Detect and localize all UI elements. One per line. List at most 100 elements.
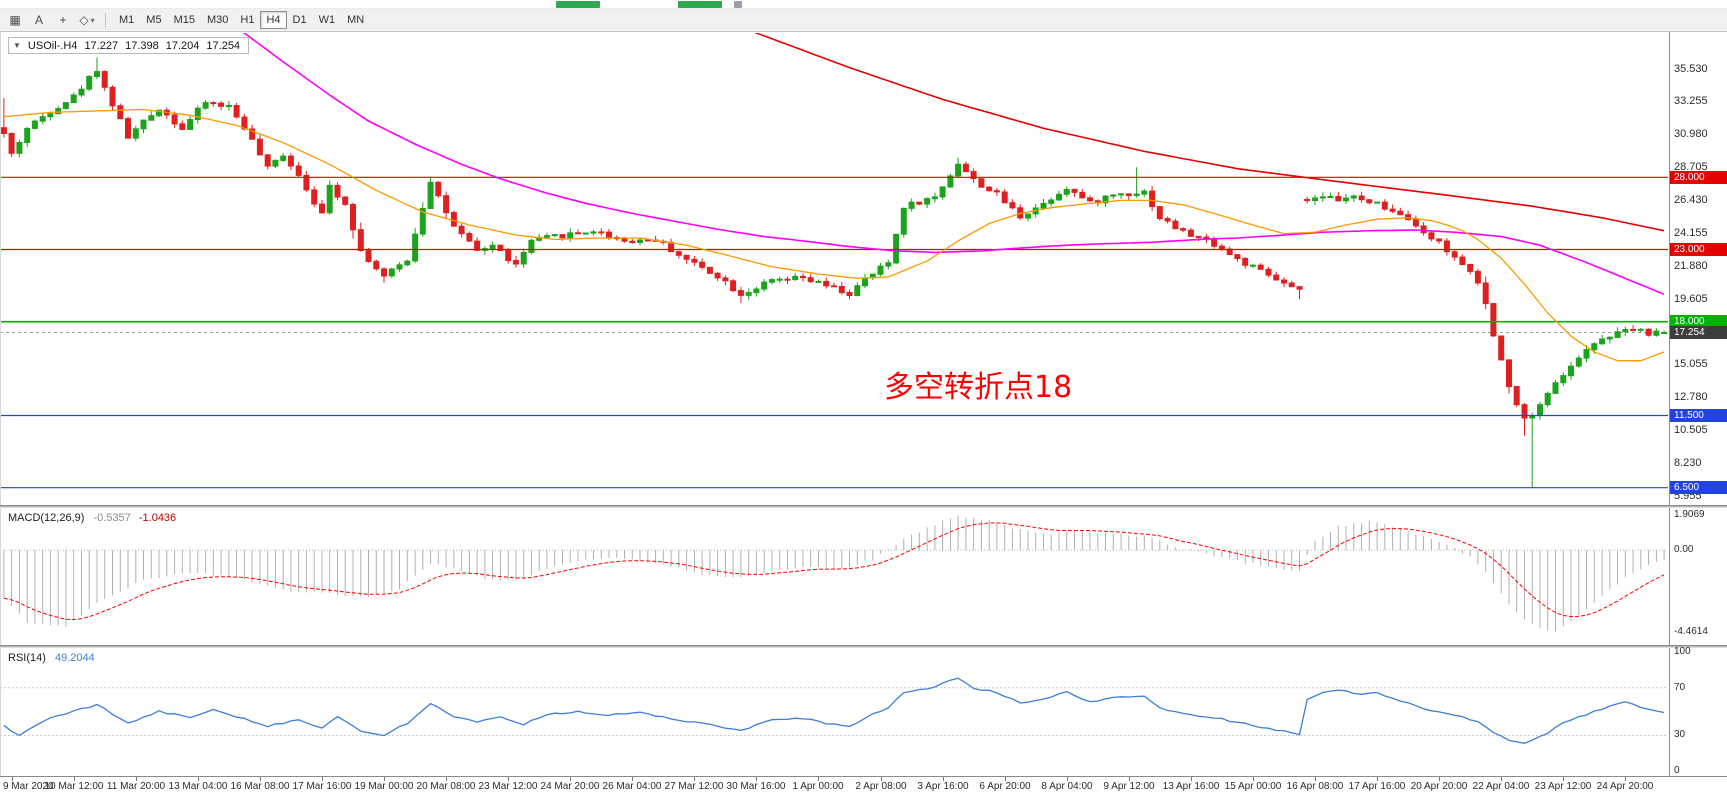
time-axis-label: 15 Apr 00:00	[1224, 781, 1282, 792]
rsi-axis-tick: 0	[1674, 765, 1680, 776]
timeframe-button-w1[interactable]: W1	[318, 14, 336, 26]
rsi-indicator-label: RSI(14) 49.2044	[8, 652, 95, 664]
price-axis-tick: 30.980	[1674, 128, 1708, 140]
macd-panel-splitter[interactable]	[0, 505, 1727, 508]
toolbar: ▦ A + ◇ ▾ M1 M5 M15 M30 H1 H4 D1 W1 MN	[0, 9, 1727, 32]
chart-close-value: 17.254	[206, 39, 241, 52]
time-axis-tickmark	[756, 777, 757, 781]
time-axis-tickmark	[1067, 777, 1068, 781]
time-axis-tickmark	[1439, 777, 1440, 781]
time-axis[interactable]: 9 Mar 2020 10 Mar 12:00 11 Mar 20:00 13 Mar…	[0, 776, 1727, 794]
titlebar-fragment-icon	[734, 1, 742, 8]
time-axis-label: 3 Apr 16:00	[917, 781, 969, 792]
timeframe-group: M1 M5 M15 M30 H1 H4 D1 W1 MN	[113, 11, 370, 29]
price-level-badge-18.000[interactable]: 18.000	[1670, 315, 1727, 328]
time-axis-label: 10 Mar 12:00	[44, 781, 104, 792]
time-axis-tickmark	[881, 777, 882, 781]
timeframe-button-h4[interactable]: H4	[260, 11, 287, 29]
price-level-badge-11.500[interactable]: 11.500	[1670, 409, 1727, 422]
macd-value: -0.5357	[93, 512, 131, 524]
price-axis-tick: 28.705	[1674, 161, 1708, 173]
shapes-icon: ◇	[79, 13, 89, 27]
main-chart-canvas[interactable]	[0, 33, 1668, 505]
rsi-panel-splitter[interactable]	[0, 645, 1727, 648]
time-axis-tickmark	[1191, 777, 1192, 781]
price-axis-tick: 33.255	[1674, 95, 1708, 107]
price-axis-tick: 24.155	[1674, 227, 1708, 239]
rsi-value: 49.2044	[54, 652, 95, 664]
crosshair-icon: +	[59, 13, 67, 27]
price-axis-tick: 15.055	[1674, 358, 1708, 370]
chart-low-value: 17.204	[165, 39, 200, 52]
time-axis-label: 19 Mar 00:00	[354, 781, 414, 792]
shapes-dropdown-button[interactable]: ◇ ▾	[76, 11, 98, 29]
time-axis-label: 6 Apr 20:00	[979, 781, 1031, 792]
price-level-badge-28.000[interactable]: 28.000	[1670, 171, 1727, 184]
current-price-badge: 17.254	[1670, 326, 1727, 339]
time-axis-label: 13 Apr 16:00	[1162, 781, 1220, 792]
time-axis-tickmark	[1625, 777, 1626, 781]
chart-symbol-period: USOil-.H4	[27, 39, 78, 52]
time-axis-label: 16 Mar 08:00	[230, 781, 290, 792]
timeframe-button-m30[interactable]: M30	[206, 14, 229, 26]
time-axis-tickmark	[1377, 777, 1378, 781]
ma-mid-line	[242, 33, 1665, 296]
titlebar-fragment-icon	[556, 1, 600, 8]
timeframe-button-d1[interactable]: D1	[292, 14, 307, 26]
timeframe-button-m15[interactable]: M15	[173, 14, 195, 26]
time-axis-label: 27 Mar 12:00	[664, 781, 724, 792]
chart-open-value: 17.227	[84, 39, 119, 52]
price-axis-tick: 35.530	[1674, 63, 1708, 75]
time-axis-label: 24 Mar 20:00	[540, 781, 600, 792]
toolbar-separator	[105, 12, 106, 28]
time-axis-tickmark	[694, 777, 695, 781]
time-axis-label: 1 Apr 00:00	[792, 781, 844, 792]
macd-axis-tick: 1.9069	[1674, 509, 1705, 520]
ma-slow-line	[754, 33, 1665, 232]
price-axis-tick: 21.880	[1674, 260, 1708, 272]
macd-histogram	[3, 515, 1665, 632]
time-axis-tickmark	[1005, 777, 1006, 781]
candles-down-layer	[0, 70, 1652, 436]
time-axis-label: 17 Mar 16:00	[292, 781, 352, 792]
time-axis-label: 24 Apr 20:00	[1596, 781, 1654, 792]
windows-grid-icon[interactable]: ▦	[4, 11, 26, 29]
time-axis-tickmark	[1315, 777, 1316, 781]
macd-signal-line	[3, 522, 1665, 621]
rsi-title: RSI(14)	[8, 652, 46, 664]
price-axis-tick: 26.430	[1674, 194, 1708, 206]
time-axis-label: 9 Mar 2020	[3, 781, 54, 792]
time-axis-tickmark	[322, 777, 323, 781]
timeframe-button-m5[interactable]: M5	[146, 14, 162, 26]
time-axis-label: 17 Apr 16:00	[1348, 781, 1406, 792]
rsi-panel-canvas[interactable]	[0, 648, 1668, 776]
time-axis-label: 9 Apr 12:00	[1103, 781, 1155, 792]
macd-panel-canvas[interactable]	[0, 508, 1668, 645]
crosshair-tool-button[interactable]: +	[52, 11, 74, 29]
price-level-badge-6.500[interactable]: 6.500	[1670, 481, 1727, 494]
titlebar-sliver	[0, 0, 1727, 9]
time-axis-tickmark	[1501, 777, 1502, 781]
time-axis-label: 23 Apr 12:00	[1534, 781, 1592, 792]
time-axis-tickmark	[136, 777, 137, 781]
timeframe-button-m1[interactable]: M1	[119, 14, 135, 26]
rsi-line	[3, 677, 1665, 744]
time-axis-label: 26 Mar 04:00	[602, 781, 662, 792]
time-axis-tickmark	[12, 777, 13, 781]
chart-left-frame	[0, 32, 1, 794]
price-axis-tick: 10.505	[1674, 424, 1708, 436]
chart-info-box[interactable]: ▼ USOil-.H4 17.227 17.398 17.204 17.254	[8, 37, 250, 54]
time-axis-label: 13 Mar 04:00	[168, 781, 228, 792]
price-level-badge-23.000[interactable]: 23.000	[1670, 243, 1727, 256]
time-axis-label: 2 Apr 08:00	[855, 781, 907, 792]
timeframe-button-h1[interactable]: H1	[240, 14, 255, 26]
text-tool-button[interactable]: A	[28, 11, 50, 29]
text-tool-glyph: A	[34, 13, 43, 27]
timeframe-button-mn[interactable]: MN	[347, 14, 365, 26]
windows-grid-glyph: ▦	[9, 13, 21, 27]
chart-annotation-text[interactable]: 多空转折点18	[884, 370, 1073, 405]
collapse-triangle-icon[interactable]: ▼	[13, 41, 21, 50]
price-axis-tick: 19.605	[1674, 293, 1708, 305]
time-axis-label: 30 Mar 16:00	[726, 781, 786, 792]
